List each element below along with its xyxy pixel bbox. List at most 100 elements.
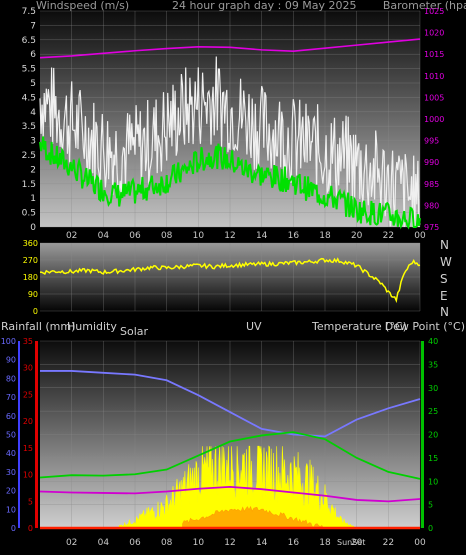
- temperature-tick-label: 30: [428, 384, 438, 393]
- time-tick-label: 16: [288, 538, 300, 548]
- rain-tick-label: 15: [23, 444, 33, 453]
- rain-axis-bar: [35, 341, 38, 528]
- rain-tick-label: 30: [23, 364, 33, 373]
- time-tick-label: 04: [98, 231, 110, 241]
- wind-tick-label: 4.5: [22, 93, 36, 103]
- barometer-tick-label: 1000: [424, 115, 444, 124]
- humidity-line: [40, 370, 421, 438]
- barometer-label: Barometer (hpa): [383, 0, 466, 12]
- wind-tick-label: 6.5: [22, 36, 36, 46]
- time-tick-label: 02: [66, 231, 77, 241]
- time-tick-label: 00: [414, 231, 426, 241]
- humidity-tick-label: 90: [6, 356, 16, 365]
- barometer-tick-label: 980: [424, 201, 439, 210]
- wind-tick-label: 3: [30, 137, 36, 147]
- sunset-label: SunSet: [337, 538, 365, 547]
- temperature-tick-label: 0: [428, 524, 433, 533]
- time-tick-label: 18: [319, 538, 331, 548]
- wind-gust-line: [39, 56, 421, 228]
- uv-label: UV: [246, 320, 262, 333]
- time-tick-label: 08: [161, 231, 173, 241]
- wind-tick-label: 6: [30, 50, 36, 60]
- temperature-label: Temperature (°C): [311, 320, 407, 333]
- humidity-axis-bar: [18, 341, 20, 528]
- time-tick-label: 22: [383, 538, 394, 548]
- rain-tick-label: 0: [28, 524, 33, 533]
- dewpoint-label: Dew Point (°C): [385, 320, 465, 333]
- wind-tick-label: 1.5: [22, 180, 36, 190]
- temperature-tick-label: 40: [428, 337, 438, 346]
- humidity-tick-label: 80: [6, 374, 16, 383]
- compass-n-top: N: [440, 238, 449, 252]
- time-tick-label: 10: [193, 538, 205, 548]
- rain-tick-label: 5: [28, 497, 33, 506]
- compass-n-bottom: N: [440, 305, 449, 319]
- chart-marks: [39, 38, 421, 530]
- time-tick-label: 06: [129, 231, 141, 241]
- time-tick-label: 16: [288, 231, 300, 241]
- time-tick-label: 06: [129, 538, 141, 548]
- rain-tick-label: 20: [23, 417, 33, 426]
- rain-tick-label: 25: [23, 390, 33, 399]
- barometer-tick-label: 1005: [424, 93, 444, 102]
- barometer-tick-label: 1020: [424, 29, 444, 38]
- temperature-tick-label: 15: [428, 454, 438, 463]
- time-tick-label: 08: [161, 538, 173, 548]
- humidity-tick-label: 20: [6, 487, 16, 496]
- wind-tick-label: 5.5: [22, 65, 36, 75]
- temperature-tick-label: 20: [428, 431, 438, 440]
- barometer-line: [39, 38, 421, 59]
- compass-w: W: [440, 255, 452, 269]
- wind-tick-label: 2: [30, 165, 36, 175]
- direction-tick-label: 180: [23, 273, 38, 282]
- temperature-axis-bar: [421, 341, 424, 528]
- temperature-tick-label: 35: [428, 360, 438, 369]
- barometer-tick-label: 975: [424, 223, 439, 232]
- humidity-tick-label: 0: [11, 524, 16, 533]
- uv-area: [182, 505, 325, 529]
- rain-tick-label: 35: [23, 337, 33, 346]
- windspeed-label: Windspeed (m/s): [36, 0, 129, 12]
- wind-tick-label: 0: [30, 223, 36, 233]
- barometer-tick-label: 1025: [424, 7, 444, 16]
- direction-tick-label: 0: [33, 307, 38, 316]
- barometer-tick-label: 985: [424, 180, 439, 189]
- humidity-tick-label: 70: [6, 393, 16, 402]
- wind-tick-label: 3.5: [22, 122, 36, 132]
- compass-s: S: [440, 272, 448, 286]
- time-tick-label: 10: [193, 231, 205, 241]
- barometer-tick-label: 1015: [424, 50, 444, 59]
- humidity-tick-label: 60: [6, 412, 16, 421]
- axis-labels: 0 0.5 1 1.5 2 2.5 3 3.5 4 4.5 5 5.5 6 6.5 7 7.5 975 980 98…: [1, 7, 445, 548]
- wind-tick-label: 5: [30, 79, 36, 89]
- wind-tick-label: 4: [30, 108, 36, 118]
- humidity-tick-label: 10: [6, 505, 16, 514]
- direction-tick-label: 90: [28, 290, 38, 299]
- dewpoint-line: [39, 485, 421, 503]
- time-tick-label: 22: [383, 231, 394, 241]
- direction-tick-label: 270: [23, 256, 38, 265]
- time-tick-label: 02: [66, 538, 77, 548]
- barometer-tick-label: 995: [424, 137, 439, 146]
- direction-tick-label: 360: [23, 239, 38, 248]
- rainfall-label: Rainfall (mm): [1, 320, 75, 333]
- temperature-tick-label: 25: [428, 407, 438, 416]
- wind-average-line: [39, 136, 421, 230]
- time-tick-label: 00: [414, 538, 426, 548]
- time-tick-label: 20: [351, 538, 363, 548]
- wind-direction-line: [39, 257, 421, 304]
- wind-tick-label: 2.5: [22, 151, 36, 161]
- barometer-tick-label: 990: [424, 158, 439, 167]
- time-tick-label: 14: [256, 231, 268, 241]
- wind-tick-label: 1: [30, 194, 36, 204]
- time-tick-label: 12: [224, 231, 235, 241]
- time-tick-label: 18: [319, 231, 331, 241]
- temperature-tick-label: 5: [428, 501, 433, 510]
- barometer-tick-label: 1010: [424, 72, 444, 81]
- time-tick-label: 04: [98, 538, 110, 548]
- humidity-tick-label: 50: [6, 431, 16, 440]
- humidity-tick-label: 40: [6, 449, 16, 458]
- wind-tick-label: 0.5: [22, 209, 36, 219]
